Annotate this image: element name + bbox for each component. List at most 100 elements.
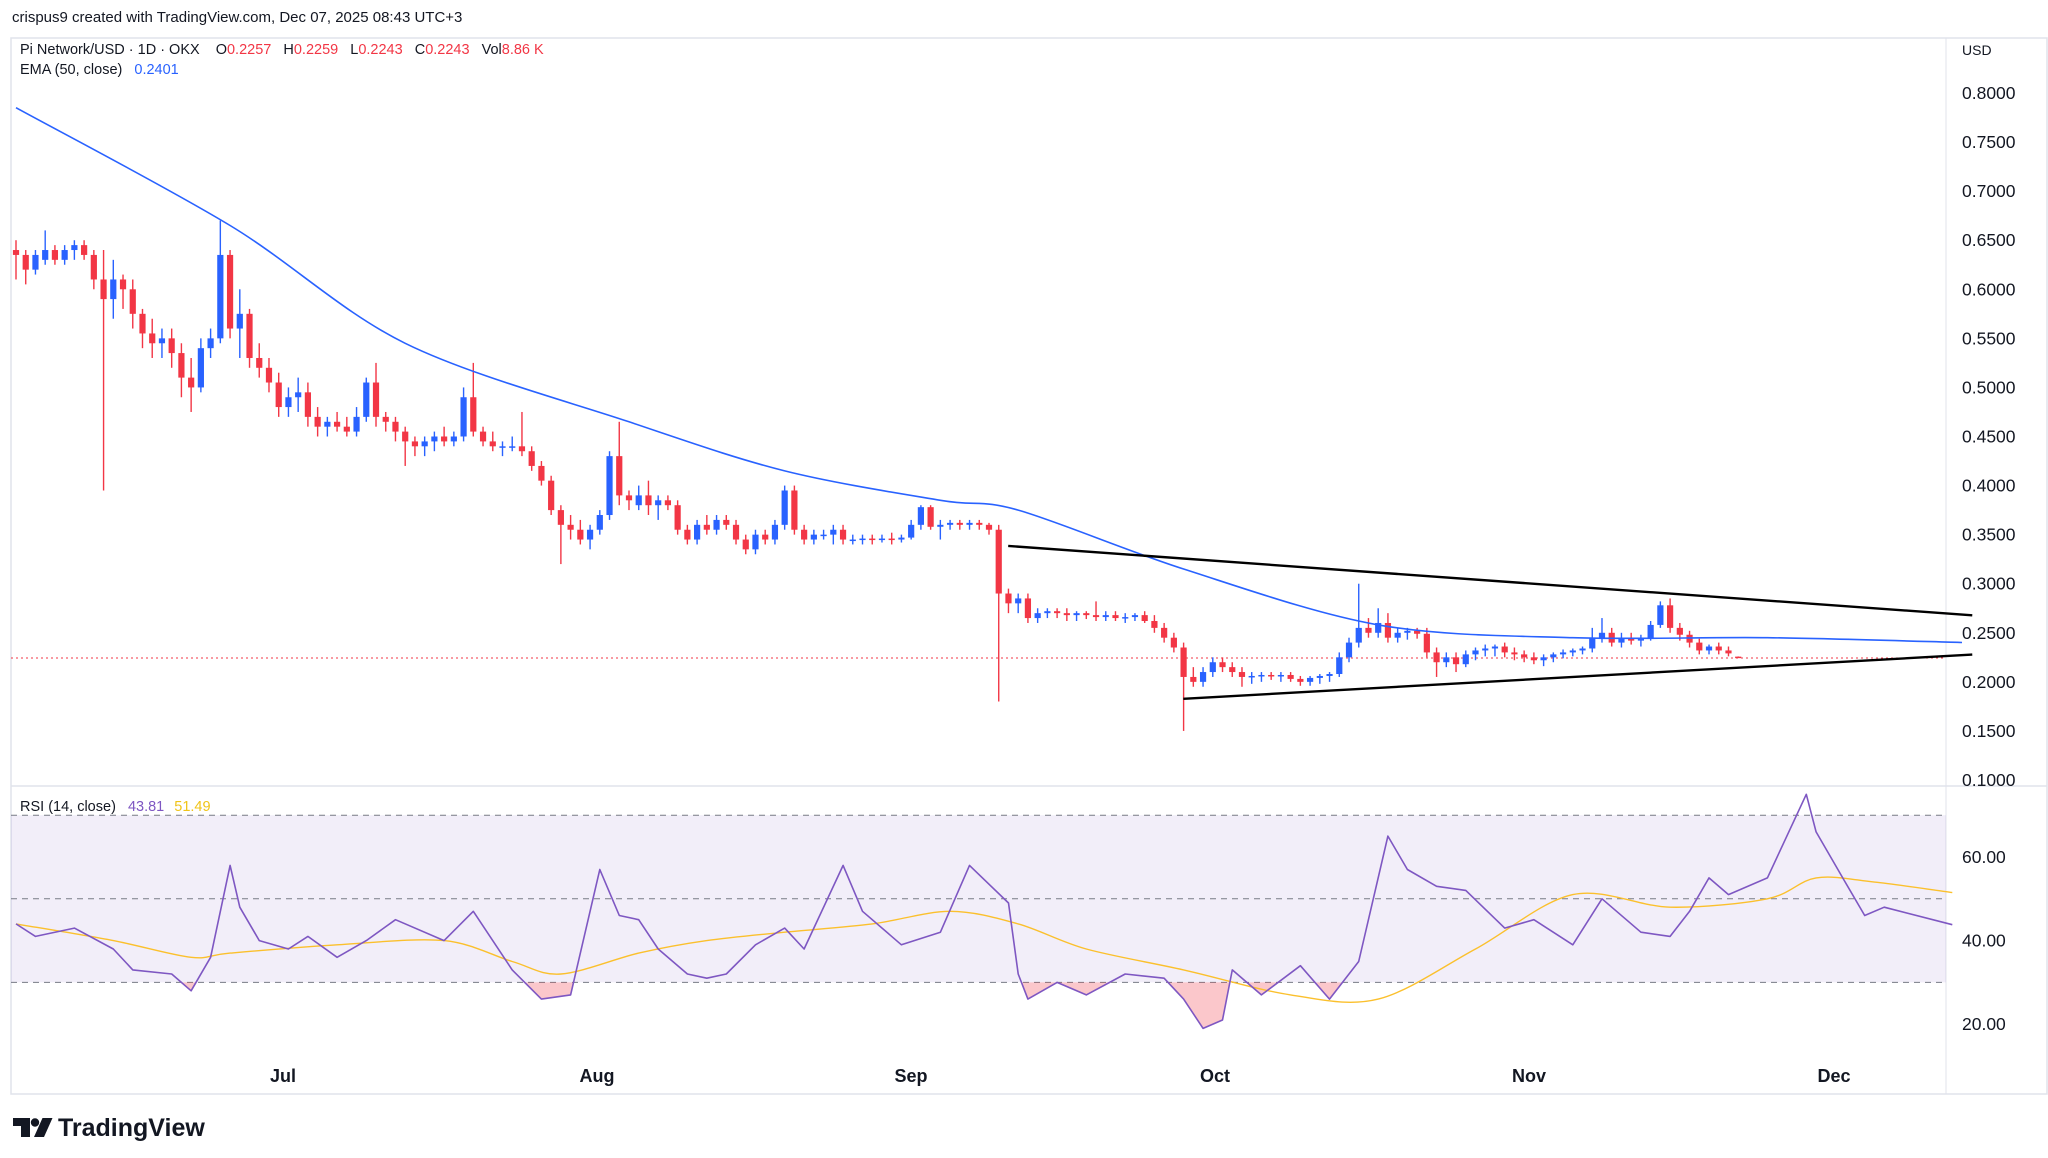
candle-body <box>197 348 204 388</box>
candle-body <box>1696 642 1703 651</box>
candle-body <box>839 529 847 540</box>
candle <box>246 308 253 368</box>
candle <box>1569 648 1576 657</box>
candle-body <box>820 534 827 537</box>
candle-body <box>1024 598 1032 619</box>
candle <box>791 485 798 535</box>
candle-body <box>450 436 457 442</box>
candle <box>71 240 78 260</box>
created-by-line: crispus9 created with TradingView.com, D… <box>12 9 462 26</box>
candle-body <box>207 338 214 349</box>
candle-body <box>489 441 496 447</box>
price-tick-label: 0.2500 <box>1962 623 2016 643</box>
candle-body <box>849 539 856 542</box>
candle <box>363 377 370 422</box>
candle <box>898 534 905 543</box>
candle <box>32 250 39 275</box>
candle <box>1725 646 1732 657</box>
candle <box>684 524 691 545</box>
candle-body <box>119 279 127 290</box>
price-tick-label: 0.5500 <box>1962 328 2016 348</box>
candle-body <box>985 524 993 530</box>
price-tick-label: 0.6500 <box>1962 230 2016 250</box>
candle-body <box>655 500 662 506</box>
candle-body <box>32 254 39 270</box>
candle <box>616 421 623 506</box>
candle-body <box>1491 646 1499 649</box>
candle-body <box>1083 613 1090 616</box>
candle-body <box>586 529 594 540</box>
candle-body <box>625 495 633 501</box>
candle-body <box>324 421 331 427</box>
candle <box>655 495 662 520</box>
candle <box>265 357 273 393</box>
candle <box>1258 672 1265 682</box>
price-tick-label: 0.3500 <box>1962 525 2016 545</box>
candle <box>256 343 263 378</box>
volume-value: 8.86 K <box>502 42 544 58</box>
candle-body <box>742 539 749 550</box>
symbol-label: Pi Network/USD · 1D · OKX <box>20 42 200 58</box>
candle-body <box>946 522 954 525</box>
candle <box>61 245 68 265</box>
candle-body <box>1180 647 1187 677</box>
candle-body <box>382 416 389 422</box>
candle <box>674 500 681 535</box>
candle-body <box>1248 675 1255 678</box>
candle <box>1170 632 1177 653</box>
candle <box>1063 608 1070 622</box>
candle-body <box>1015 598 1022 604</box>
candle <box>1316 674 1323 684</box>
candle-body <box>917 507 924 525</box>
candle <box>1277 672 1284 682</box>
candle <box>1384 613 1392 643</box>
candle-body <box>1482 648 1489 651</box>
candle-body <box>995 529 1002 594</box>
rsi-tick-label: 60.00 <box>1962 847 2006 867</box>
candle-body <box>1501 646 1508 653</box>
candle <box>509 436 516 452</box>
candle-body <box>1735 656 1742 659</box>
candle <box>1696 638 1703 655</box>
candle <box>732 519 740 545</box>
candle-body <box>830 529 837 535</box>
candle <box>1190 667 1197 687</box>
candle <box>1054 608 1061 619</box>
open-label: O <box>216 42 227 58</box>
candle-body <box>616 456 623 496</box>
candle-body <box>168 338 175 354</box>
candle-body <box>1355 627 1362 643</box>
candle <box>1394 627 1401 643</box>
candle <box>158 328 166 358</box>
candle <box>129 279 136 329</box>
candle <box>460 387 467 442</box>
tradingview-logo[interactable]: TradingView <box>13 1114 205 1142</box>
rsi-tick-label: 40.00 <box>1962 931 2006 951</box>
candle-body <box>1452 657 1460 665</box>
candle <box>275 372 282 417</box>
candle-body <box>1365 627 1372 633</box>
candle <box>742 534 749 555</box>
candle <box>1044 608 1051 619</box>
candle <box>421 436 428 457</box>
candle <box>119 274 127 309</box>
candle <box>1355 583 1362 648</box>
candle <box>499 441 506 457</box>
candle <box>90 250 97 290</box>
candle-body <box>557 510 564 525</box>
candle-body <box>1277 674 1284 677</box>
tradingview-wordmark: TradingView <box>58 1114 205 1142</box>
candle <box>1326 672 1333 682</box>
candle-body <box>295 392 302 398</box>
candle <box>1491 644 1499 657</box>
candle <box>538 461 545 486</box>
candle <box>946 519 954 530</box>
candle-body <box>372 382 380 417</box>
candle-body <box>1375 622 1382 633</box>
candle <box>1511 647 1518 661</box>
candle-body <box>1238 672 1246 677</box>
price-axis: 0.8000 0.7500 0.7000 0.6500 0.6000 0.5500 0.50… <box>1962 83 2016 790</box>
candle-body <box>265 367 273 383</box>
candle-body <box>1559 652 1567 655</box>
candle-body <box>1073 613 1080 616</box>
